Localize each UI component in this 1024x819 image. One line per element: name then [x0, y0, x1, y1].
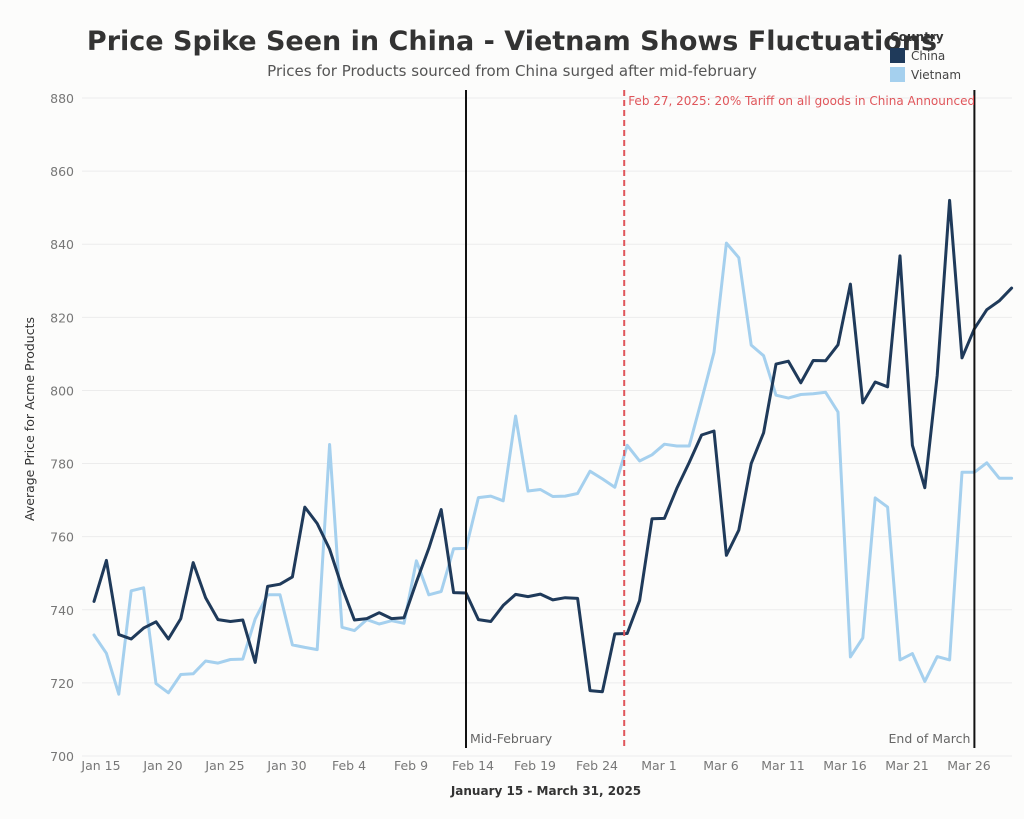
gridlines: [82, 97, 1012, 757]
x-tick-label: Feb 24: [576, 758, 618, 773]
legend-swatch-china: [890, 48, 905, 63]
x-tick-label: Mar 1: [641, 758, 677, 773]
legend-title: Country: [890, 30, 944, 44]
y-tick-label: 760: [50, 530, 74, 545]
y-tick-label: 700: [50, 749, 74, 764]
legend-label-china: China: [911, 49, 945, 63]
ref-label-end-of-march: End of March: [889, 731, 971, 746]
series-lines: [92, 198, 1014, 696]
chart-subtitle: Prices for Products sourced from China s…: [267, 62, 757, 80]
y-tick-label: 820: [50, 310, 74, 325]
y-tick-label: 780: [50, 457, 74, 472]
x-axis-ticks: Jan 15 Jan 20 Jan 25 Jan 30 Feb 4 Feb 9 Feb 14…: [80, 758, 990, 773]
y-tick-label: 860: [50, 164, 74, 179]
legend-swatch-vietnam: [890, 67, 905, 82]
x-tick-label: Mar 21: [885, 758, 928, 773]
x-tick-label: Jan 20: [142, 758, 182, 773]
y-axis-ticks: 700 720 740 760 780 800 820 840 860 880: [50, 91, 74, 764]
y-tick-label: 840: [50, 237, 74, 252]
y-tick-label: 880: [50, 91, 74, 106]
legend: Country China Vietnam: [890, 30, 961, 82]
chart-title: Price Spike Seen in China - Vietnam Show…: [87, 26, 937, 57]
x-tick-label: Jan 25: [204, 758, 244, 773]
x-tick-label: Mar 16: [823, 758, 867, 773]
x-tick-label: Feb 19: [514, 758, 556, 773]
series-line-vietnam: [92, 241, 1014, 696]
legend-label-vietnam: Vietnam: [911, 68, 961, 82]
x-tick-label: Feb 4: [332, 758, 366, 773]
x-axis-label: January 15 - March 31, 2025: [450, 784, 641, 798]
x-tick-label: Feb 9: [394, 758, 428, 773]
reference-lines: Mid-February End of March Feb 27, 2025: 20…: [465, 90, 976, 748]
series-line-china: [92, 198, 1014, 694]
x-tick-label: Mar 11: [761, 758, 804, 773]
x-tick-label: Jan 30: [266, 758, 306, 773]
x-tick-label: Feb 14: [452, 758, 494, 773]
y-axis-label: Average Price for Acme Products: [22, 317, 37, 521]
x-tick-label: Jan 15: [80, 758, 120, 773]
y-tick-label: 720: [50, 676, 74, 691]
y-tick-label: 800: [50, 383, 74, 398]
x-tick-label: Mar 6: [703, 758, 739, 773]
ref-label-mid-february: Mid-February: [470, 731, 553, 746]
tariff-annotation: Feb 27, 2025: 20% Tariff on all goods in…: [628, 94, 975, 108]
x-tick-label: Mar 26: [947, 758, 991, 773]
y-tick-label: 740: [50, 603, 74, 618]
